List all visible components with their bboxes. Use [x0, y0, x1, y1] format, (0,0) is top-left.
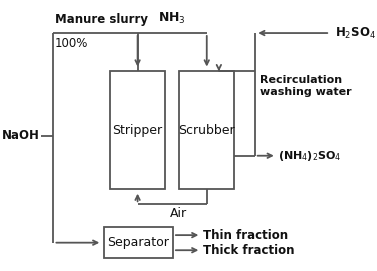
Text: Stripper: Stripper: [112, 124, 162, 137]
Text: Recirculation
washing water: Recirculation washing water: [261, 76, 352, 97]
Text: 100%: 100%: [55, 37, 89, 50]
Text: Air: Air: [170, 207, 187, 220]
Text: Thin fraction: Thin fraction: [203, 229, 288, 242]
Text: Separator: Separator: [107, 236, 169, 249]
Text: Thick fraction: Thick fraction: [203, 244, 294, 257]
Text: Manure slurry: Manure slurry: [55, 13, 148, 26]
FancyBboxPatch shape: [179, 71, 234, 189]
Text: Scrubber: Scrubber: [178, 124, 235, 137]
Text: H$_2$SO$_4$: H$_2$SO$_4$: [335, 25, 376, 41]
Text: NaOH: NaOH: [2, 129, 39, 142]
FancyBboxPatch shape: [110, 71, 165, 189]
Text: NH$_3$: NH$_3$: [158, 11, 186, 26]
FancyBboxPatch shape: [104, 227, 173, 258]
Text: (NH$_4$)$_2$SO$_4$: (NH$_4$)$_2$SO$_4$: [278, 149, 342, 163]
